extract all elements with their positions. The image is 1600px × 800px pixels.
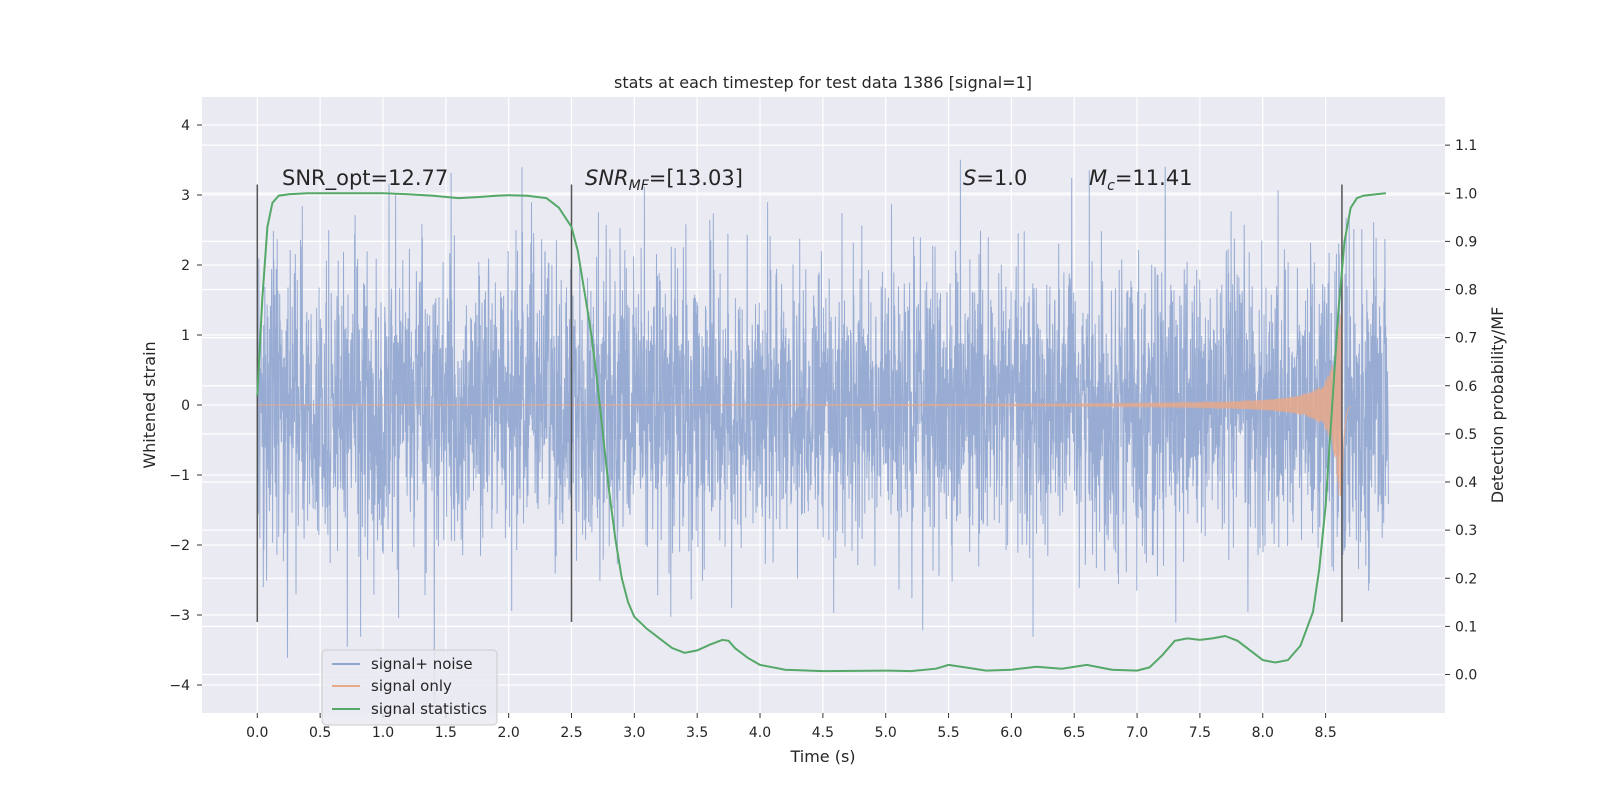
y-tick-label: 2 — [181, 258, 190, 274]
signal-series — [257, 314, 1352, 497]
x-tick-label: 1.0 — [372, 725, 394, 741]
x-tick-label: 1.5 — [435, 725, 457, 741]
chart-title: stats at each timestep for test data 138… — [614, 73, 1032, 92]
x-tick-label: 0.0 — [246, 725, 268, 741]
annotation-snr-mf: SNRMF=[13.03] — [585, 166, 743, 194]
y2-tick-label: 0.1 — [1455, 619, 1477, 635]
y2-tick-label: 0.6 — [1455, 379, 1477, 395]
legend-label-noise: signal+ noise — [371, 655, 473, 673]
y2-tick-label: 1.0 — [1455, 186, 1477, 202]
snr-mf-symbol: SNR — [585, 166, 629, 190]
y2-tick-label: 0.4 — [1455, 475, 1477, 491]
mc-value: =11.41 — [1115, 166, 1193, 190]
x-tick-label: 0.5 — [309, 725, 331, 741]
s-symbol: S — [963, 166, 976, 190]
snr-mf-subscript: MF — [629, 178, 650, 194]
x-tick-label: 7.5 — [1189, 725, 1211, 741]
legend-label-signal: signal only — [371, 677, 452, 695]
y2-tick-label: 0.8 — [1455, 283, 1477, 299]
signal-statistics-line — [256, 192, 1386, 673]
statistics-series — [256, 192, 1386, 673]
x-tick-label: 3.5 — [686, 725, 708, 741]
x-tick-label: 2.0 — [498, 725, 520, 741]
x-tick-label: 2.5 — [560, 725, 582, 741]
y2-axis-label: Detection probability/MF — [1488, 307, 1507, 504]
y2-tick-label: 1.1 — [1455, 138, 1477, 154]
x-axis-label: Time (s) — [789, 747, 855, 766]
x-tick-label: 4.0 — [749, 725, 771, 741]
x-tick-label: 5.0 — [875, 725, 897, 741]
y2-tick-label: 0.0 — [1455, 668, 1477, 684]
y2-tick-label: 0.2 — [1455, 571, 1477, 587]
annotation-mc: Mc=11.41 — [1089, 166, 1193, 194]
x-tick-label: 3.0 — [623, 725, 645, 741]
legend-label-statistics: signal statistics — [371, 700, 487, 718]
noise-series — [256, 159, 1389, 704]
y2-tick-label: 0.7 — [1455, 331, 1477, 347]
y-axis-label: Whitened strain — [140, 341, 159, 468]
x-tick-label: 6.0 — [1000, 725, 1022, 741]
y-tick-label: −1 — [169, 468, 190, 484]
mc-subscript: c — [1107, 178, 1115, 194]
y-tick-label: 0 — [181, 398, 190, 414]
annotation-snr-opt: SNR_opt=12.77 — [282, 166, 448, 191]
mc-symbol: M — [1089, 166, 1107, 190]
y-tick-label: 1 — [181, 328, 190, 344]
legend: signal+ noise signal only signal statist… — [321, 649, 498, 726]
y2-tick-label: 0.9 — [1455, 234, 1477, 250]
s-value: =1.0 — [976, 166, 1027, 190]
y-tick-label: −2 — [169, 538, 190, 554]
y-tick-label: −3 — [169, 608, 190, 624]
y-axis-ticks: 4 3 2 1 0 −1 −2 −3 −4 — [169, 118, 202, 694]
signal-only-line — [257, 314, 1352, 497]
vertical-markers — [256, 184, 1343, 622]
y2-tick-label: 0.3 — [1455, 523, 1477, 539]
x-tick-label: 5.5 — [937, 725, 959, 741]
x-tick-label: 4.5 — [812, 725, 834, 741]
y-tick-label: −4 — [169, 678, 190, 694]
y-tick-label: 4 — [181, 118, 190, 134]
x-tick-label: 6.5 — [1063, 725, 1085, 741]
snr-mf-value: =[13.03] — [649, 166, 743, 190]
x-tick-label: 8.0 — [1252, 725, 1274, 741]
x-tick-label: 7.0 — [1126, 725, 1148, 741]
y2-tick-label: 0.5 — [1455, 427, 1477, 443]
x-axis-ticks: 0.0 0.5 1.0 1.5 2.0 2.5 3.0 3.5 4.0 4.5 5.0 5.5 6.0 6… — [246, 713, 1337, 741]
legend-box — [321, 649, 498, 726]
signal-plus-noise-line — [256, 159, 1389, 704]
annotation-s: S=1.0 — [963, 166, 1027, 190]
y2-axis-ticks: 1.1 1.0 0.9 0.8 0.7 0.6 0.5 0.4 0.3 0.2 0.1 0.0 — [1445, 138, 1477, 684]
y-tick-label: 3 — [181, 188, 190, 204]
x-tick-label: 8.5 — [1314, 725, 1336, 741]
